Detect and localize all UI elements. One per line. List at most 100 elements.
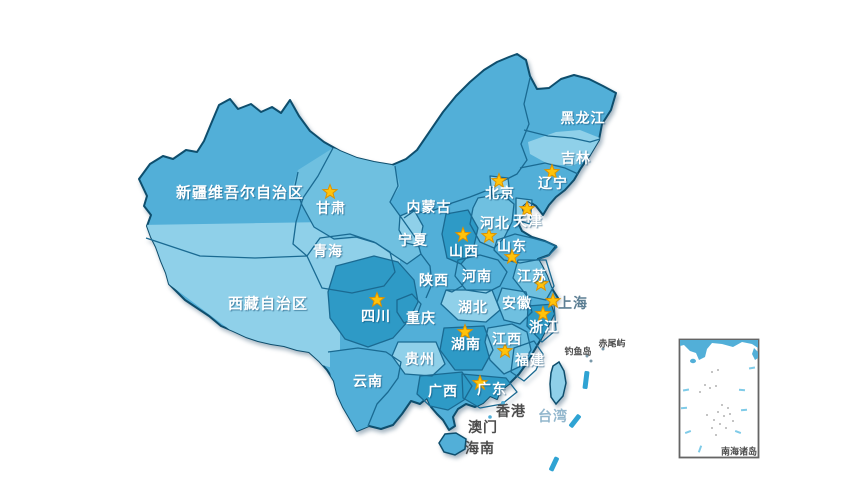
province-label-jiangsu: 江苏 — [517, 269, 547, 285]
province-label-macau: 澳门 — [468, 420, 498, 436]
province-label-guangxi: 广西 — [428, 384, 458, 400]
province-label-jilin: 吉林 — [561, 151, 591, 167]
province-border — [519, 162, 579, 175]
province-label-guizhou: 贵州 — [405, 352, 435, 368]
inset-dash — [748, 366, 756, 370]
province-border — [441, 209, 479, 265]
province-border — [420, 253, 433, 299]
province-label-hainan: 海南 — [465, 441, 495, 457]
province-border — [396, 293, 422, 324]
inset-island-dot — [706, 414, 708, 416]
inset-dash — [680, 406, 688, 410]
inset-island-dot — [719, 423, 721, 425]
province-border — [306, 233, 396, 294]
tone-patch-sichuan — [328, 256, 418, 347]
inset-island-dot — [723, 415, 725, 417]
province-label-neimenggu: 内蒙古 — [406, 200, 452, 216]
inset-hainan — [690, 358, 696, 364]
province-label-beijing: 北京 — [485, 186, 515, 202]
province-border — [489, 175, 511, 199]
inset-island-dot — [711, 427, 713, 429]
province-label-henan: 河南 — [462, 269, 492, 285]
province-label-chiwei-islet: 赤尾屿 — [598, 339, 626, 350]
inset-island-dot — [713, 419, 715, 421]
province-label-hubei: 湖北 — [458, 300, 488, 316]
province-label-shaanxi: 陕西 — [419, 273, 449, 289]
nine-dash-segment — [569, 414, 581, 428]
province-label-anhui: 安徽 — [502, 296, 532, 312]
province-border — [439, 325, 494, 371]
province-border — [512, 259, 555, 301]
inset-island-dot — [717, 411, 719, 413]
tone-patch-yunnan — [330, 348, 402, 431]
islet-dot — [601, 347, 605, 351]
islet-dot — [585, 354, 589, 358]
province-label-liaoning: 辽宁 — [538, 176, 568, 192]
inset-island-dot — [729, 413, 731, 415]
inset-island-dot — [727, 407, 729, 409]
province-border — [292, 147, 334, 257]
sea-features — [488, 347, 605, 472]
inset-dash — [684, 430, 692, 434]
inset-island-dot — [709, 387, 711, 389]
tone-patch-jiangsu — [513, 260, 554, 300]
province-label-guangdong: 广东 — [477, 382, 507, 398]
province-label-hongkong: 香港 — [496, 404, 526, 420]
mainland-group — [138, 53, 617, 456]
inset-dash — [697, 445, 703, 453]
province-label-xizang: 西藏自治区 — [227, 294, 309, 313]
province-label-shandong: 山东 — [497, 239, 527, 255]
tone-patch-ningxia — [399, 210, 423, 246]
province-label-shanghai: 上海 — [558, 296, 588, 312]
inset-island-dot — [699, 391, 701, 393]
province-border — [445, 263, 469, 293]
province-border — [493, 233, 558, 264]
province-label-gansu: 甘肃 — [316, 201, 346, 217]
islet-dot — [589, 359, 593, 363]
province-label-hunan: 湖南 — [451, 337, 481, 353]
nine-dash-segment — [549, 456, 559, 472]
tone-patch-xizang — [139, 222, 400, 370]
province-border — [294, 165, 422, 265]
province-border — [145, 237, 308, 259]
inset-island-dot — [704, 384, 706, 386]
inset-taiwan — [752, 348, 758, 360]
province-label-zhejiang: 浙江 — [529, 320, 559, 336]
tone-patch-hunan — [440, 326, 493, 370]
province-border — [515, 197, 533, 225]
inset-coast — [680, 340, 758, 360]
inset-dash — [740, 408, 748, 412]
province-label-jiangxi: 江西 — [492, 332, 522, 348]
tone-patch-hubei — [441, 290, 500, 322]
province-label-shanxi: 山西 — [449, 244, 479, 260]
inset-dash — [682, 388, 690, 392]
province-border — [523, 129, 601, 143]
province-border — [484, 323, 532, 375]
province-label-tianjin: 天津 — [513, 214, 543, 230]
province-label-chongqing: 重庆 — [406, 311, 436, 327]
province-label-xinjiang: 新疆维吾尔自治区 — [175, 183, 305, 202]
tone-patch-jilin — [528, 130, 600, 166]
coastal-islet-dot — [488, 415, 492, 419]
province-label-ningxia: 宁夏 — [398, 233, 428, 249]
inset-island-dot — [725, 427, 727, 429]
hainan-island — [438, 432, 467, 456]
inset-island-dot — [732, 420, 734, 422]
province-label-taiwan: 台湾 — [538, 409, 568, 425]
inset-label: 南海诸岛 — [720, 447, 758, 458]
tone-patch-guangxi — [417, 372, 472, 410]
taiwan-island — [549, 360, 567, 406]
province-border — [327, 347, 402, 427]
inset-frame — [678, 338, 760, 459]
province-border — [440, 289, 501, 323]
south-china-sea-inset — [678, 338, 760, 459]
province-label-sichuan: 四川 — [361, 309, 391, 325]
inset-island-dot — [721, 404, 723, 406]
inset-island-dot — [711, 371, 713, 373]
tone-patch-gansu — [293, 148, 420, 264]
tone-patch-hebei — [470, 194, 514, 248]
province-label-yunnan: 云南 — [353, 374, 383, 390]
inset-island-dot — [717, 369, 719, 371]
